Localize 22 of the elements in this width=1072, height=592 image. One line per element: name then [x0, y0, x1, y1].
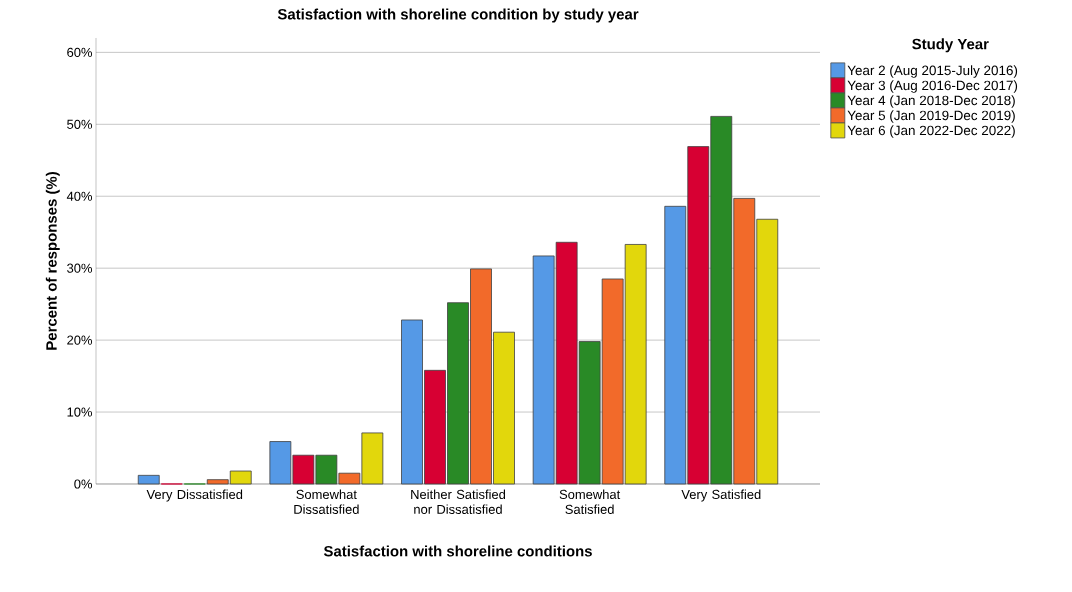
x-tick-label: Very Dissatisfied [146, 489, 243, 502]
chart-title: Satisfaction with shoreline condition by study year [277, 8, 639, 23]
x-tick-label: Somewhat Dissatisfied [294, 489, 359, 514]
y-tick-label: 50% [67, 119, 93, 129]
legend-label: Year 2 (Aug 2015-July 2016) [847, 65, 1018, 78]
y-tick-label: 30% [67, 263, 93, 273]
x-axis-title: Satisfaction with shoreline conditions [323, 545, 592, 557]
legend-label: Year 5 (Jan 2019-Dec 2019) [847, 110, 1015, 123]
y-tick-label: 10% [67, 407, 93, 417]
x-tick-label: Somewhat Satisfied [559, 489, 621, 514]
y-tick-label: 40% [66, 191, 93, 201]
legend-label: Year 6 (Jan 2022-Dec 2022) [847, 125, 1015, 138]
y-tick-label: 20% [67, 335, 93, 345]
legend-title: Study Year [912, 38, 989, 53]
y-axis-title: Percent of responses (%) [45, 172, 60, 350]
y-tick-label: 60% [67, 47, 93, 57]
y-tick-label: 0% [74, 479, 93, 489]
bar [137, 474, 160, 485]
legend-label: Year 3 (Aug 2016-Dec 2017) [847, 80, 1018, 93]
x-tick-label: Neither Satisfied nor Dissatisfied [411, 489, 506, 514]
legend-label: Year 4 (Jan 2018-Dec 2018) [847, 95, 1015, 108]
x-tick-label: Very Satisfied [681, 489, 761, 502]
